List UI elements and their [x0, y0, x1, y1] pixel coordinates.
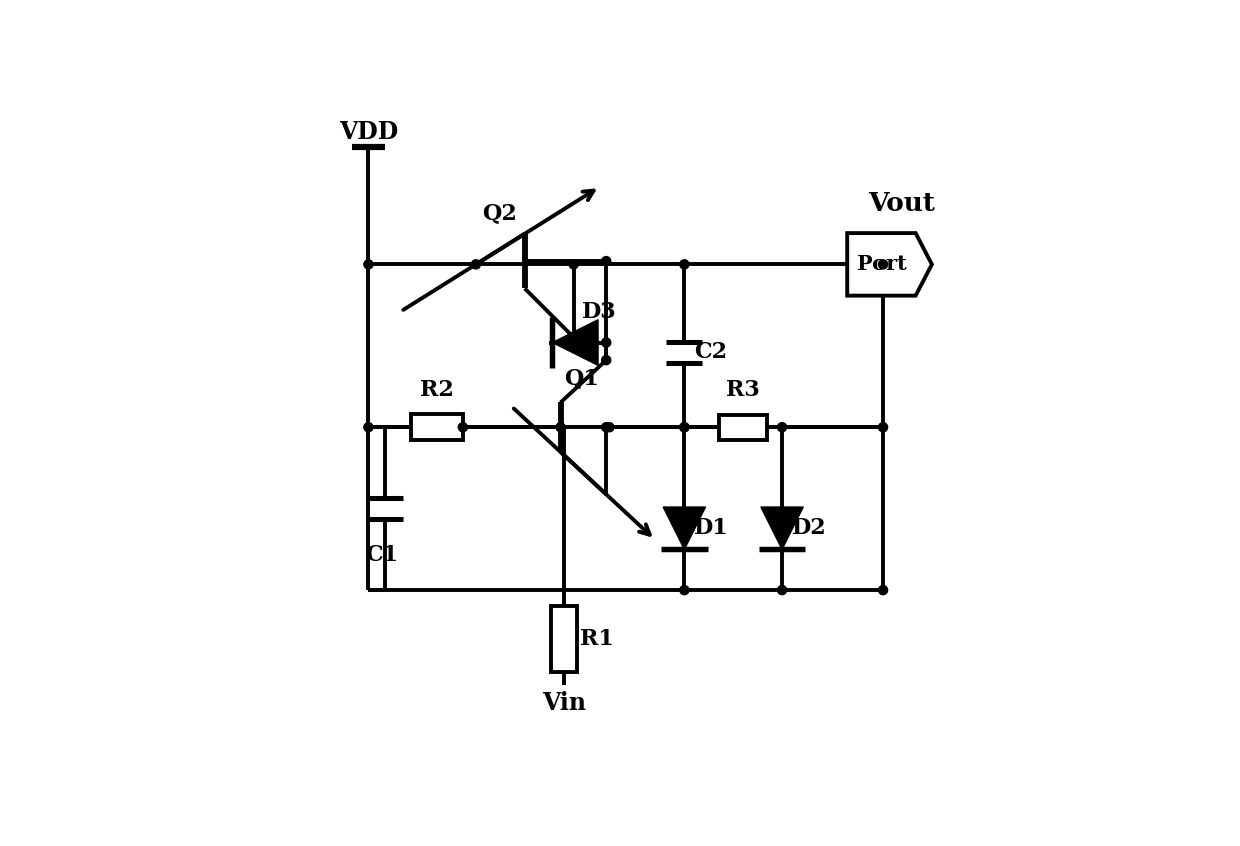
Circle shape — [601, 423, 611, 431]
Text: Port: Port — [857, 255, 906, 274]
Text: C1: C1 — [365, 545, 398, 567]
Circle shape — [459, 423, 467, 431]
Polygon shape — [553, 320, 598, 365]
Circle shape — [777, 585, 786, 595]
Circle shape — [569, 332, 578, 342]
Polygon shape — [663, 507, 706, 549]
Circle shape — [601, 355, 611, 365]
Bar — [718, 415, 768, 440]
Text: R3: R3 — [727, 379, 760, 401]
Bar — [551, 607, 577, 672]
Polygon shape — [847, 233, 932, 295]
Circle shape — [680, 585, 689, 595]
Circle shape — [878, 585, 888, 595]
Circle shape — [878, 423, 888, 431]
Bar — [410, 415, 463, 440]
Text: VDD: VDD — [339, 120, 398, 144]
Circle shape — [601, 338, 611, 347]
Circle shape — [601, 256, 611, 266]
Text: C2: C2 — [694, 341, 727, 363]
Text: D3: D3 — [582, 301, 616, 323]
Polygon shape — [761, 507, 804, 549]
Text: R1: R1 — [580, 628, 614, 650]
Text: Vin: Vin — [542, 691, 585, 715]
Circle shape — [680, 260, 689, 269]
Circle shape — [605, 423, 614, 431]
Circle shape — [363, 423, 373, 431]
Circle shape — [777, 423, 786, 431]
Circle shape — [363, 260, 373, 269]
Text: Vout: Vout — [868, 190, 935, 216]
Circle shape — [556, 423, 565, 431]
Text: D1: D1 — [694, 517, 729, 539]
Circle shape — [569, 260, 578, 269]
Circle shape — [471, 260, 480, 269]
Circle shape — [680, 423, 689, 431]
Circle shape — [878, 260, 888, 269]
Circle shape — [680, 423, 689, 431]
Text: Q1: Q1 — [564, 367, 599, 389]
Text: Q2: Q2 — [482, 202, 517, 224]
Text: R2: R2 — [420, 379, 454, 401]
Text: D2: D2 — [792, 517, 827, 539]
